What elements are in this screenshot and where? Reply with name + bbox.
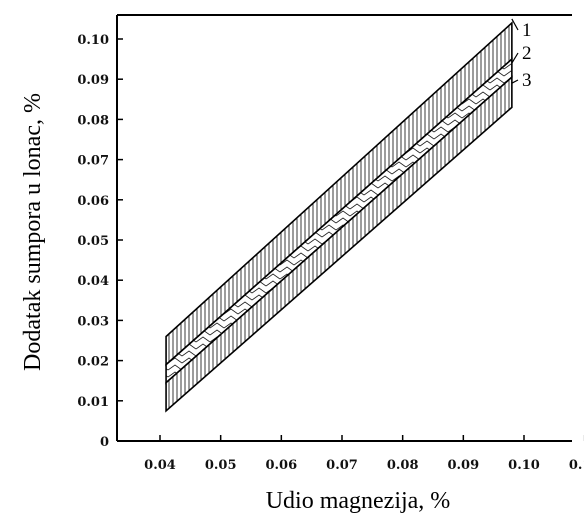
x-tick-label: 0.06	[265, 458, 297, 473]
x-ticks: 0.04 0.05 0.06 0.07 0.08 0.09 0.10 0.11	[144, 435, 584, 473]
y-tick-label: 0.06	[77, 194, 109, 209]
x-tick-label: 0.07	[326, 458, 358, 473]
band-1	[165, 21, 513, 367]
band-3	[165, 75, 513, 413]
legend-labels: 12 3	[511, 18, 532, 91]
x-tick-label: 0.10	[508, 458, 540, 473]
x-tick-label: 0.08	[387, 458, 419, 473]
y-tick-label: 0.03	[77, 314, 109, 329]
x-tick-label: 0.04	[144, 458, 176, 473]
plot-frame	[116, 14, 572, 442]
y-axis-title: Dodatak sumpora u lonac, %	[20, 93, 46, 371]
y-tick-label: 0	[100, 435, 109, 450]
x-tick-label: 0.09	[447, 458, 479, 473]
band-2	[165, 57, 513, 385]
y-ticks: 0 0.01 0.02 0.03 0.04 0.05 0.06 0.07 0.08 0.09 0.1…	[77, 33, 123, 450]
legend-label-3: 3	[522, 70, 532, 91]
x-tick-label: 0.11	[569, 458, 584, 473]
legend-label-1: 1	[522, 20, 532, 41]
y-tick-label: 0.09	[77, 73, 109, 88]
legend-leader-1	[511, 18, 519, 31]
y-tick-label: 0.02	[77, 355, 109, 370]
y-tick-label: 0.07	[77, 154, 109, 169]
y-tick-label: 0.04	[77, 274, 109, 289]
legend-leader-3	[511, 79, 519, 84]
y-tick-label: 0.08	[77, 113, 109, 128]
y-tick-label: 0.01	[77, 395, 109, 410]
x-tick-label: 0.05	[205, 458, 237, 473]
y-tick-label: 0.10	[77, 33, 109, 48]
x-axis-title: Udio magnezija, %	[266, 488, 451, 513]
bands	[165, 21, 513, 413]
y-tick-label: 0.05	[77, 234, 109, 249]
legend-leader-2	[511, 52, 519, 64]
legend-label-2: 2	[522, 43, 532, 64]
